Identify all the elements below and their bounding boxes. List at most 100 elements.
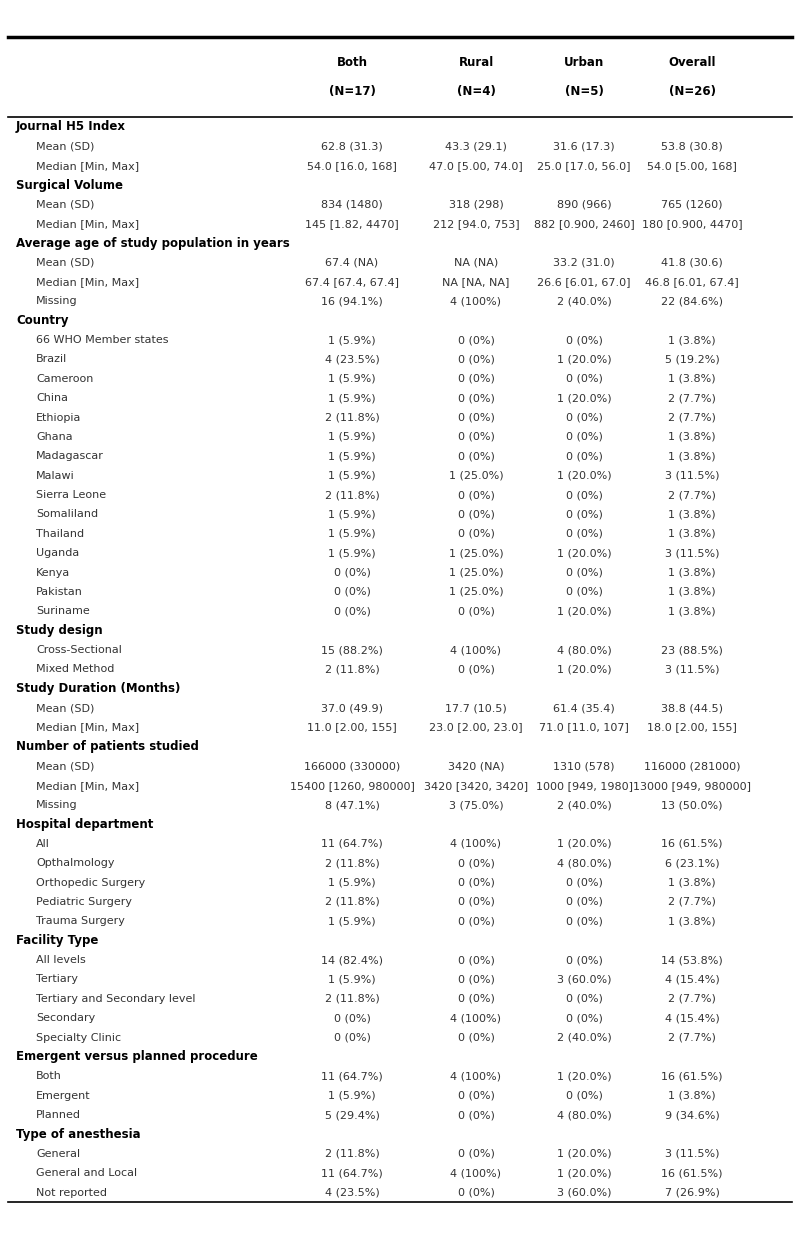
Text: 0 (0%): 0 (0%)	[566, 336, 602, 346]
Text: 1 (25.0%): 1 (25.0%)	[449, 548, 503, 558]
Text: 1 (5.9%): 1 (5.9%)	[328, 452, 376, 462]
Text: 0 (0%): 0 (0%)	[566, 374, 602, 384]
Text: 1 (3.8%): 1 (3.8%)	[668, 452, 716, 462]
Text: 0 (0%): 0 (0%)	[458, 529, 494, 539]
Text: 0 (0%): 0 (0%)	[458, 897, 494, 907]
Text: 0 (0%): 0 (0%)	[458, 412, 494, 422]
Text: 4 (23.5%): 4 (23.5%)	[325, 354, 379, 364]
Text: Hospital department: Hospital department	[16, 818, 154, 830]
Text: 53.8 (30.8): 53.8 (30.8)	[661, 142, 723, 152]
Text: 0 (0%): 0 (0%)	[458, 354, 494, 364]
Text: 116000 (281000): 116000 (281000)	[644, 761, 740, 771]
Text: 1 (5.9%): 1 (5.9%)	[328, 529, 376, 539]
Text: 0 (0%): 0 (0%)	[566, 412, 602, 422]
Text: 0 (0%): 0 (0%)	[334, 1013, 370, 1023]
Text: 1 (5.9%): 1 (5.9%)	[328, 548, 376, 558]
Text: 1 (25.0%): 1 (25.0%)	[449, 587, 503, 597]
Text: 1 (25.0%): 1 (25.0%)	[449, 470, 503, 481]
Text: 0 (0%): 0 (0%)	[566, 529, 602, 539]
Text: 16 (61.5%): 16 (61.5%)	[662, 1169, 722, 1178]
Text: 46.8 [6.01, 67.4]: 46.8 [6.01, 67.4]	[645, 276, 739, 288]
Text: 14 (53.8%): 14 (53.8%)	[661, 955, 723, 965]
Text: 834 (1480): 834 (1480)	[321, 200, 383, 210]
Text: 2 (40.0%): 2 (40.0%)	[557, 296, 611, 306]
Text: NA [NA, NA]: NA [NA, NA]	[442, 276, 510, 288]
Text: 180 [0.900, 4470]: 180 [0.900, 4470]	[642, 218, 742, 228]
Text: Type of anesthesia: Type of anesthesia	[16, 1128, 141, 1141]
Text: Specialty Clinic: Specialty Clinic	[36, 1033, 121, 1043]
Text: China: China	[36, 394, 68, 404]
Text: 2 (7.7%): 2 (7.7%)	[668, 490, 716, 500]
Text: 23 (88.5%): 23 (88.5%)	[661, 645, 723, 655]
Text: 67.4 [67.4, 67.4]: 67.4 [67.4, 67.4]	[305, 276, 399, 288]
Text: 890 (966): 890 (966)	[557, 200, 611, 210]
Text: 2 (11.8%): 2 (11.8%)	[325, 858, 379, 869]
Text: 1 (5.9%): 1 (5.9%)	[328, 917, 376, 927]
Text: 1 (5.9%): 1 (5.9%)	[328, 470, 376, 481]
Text: 0 (0%): 0 (0%)	[458, 374, 494, 384]
Text: Median [Min, Max]: Median [Min, Max]	[36, 723, 139, 733]
Text: 1310 (578): 1310 (578)	[554, 761, 614, 771]
Text: 9 (34.6%): 9 (34.6%)	[665, 1111, 719, 1120]
Text: 13 (50.0%): 13 (50.0%)	[662, 800, 722, 810]
Text: 2 (40.0%): 2 (40.0%)	[557, 800, 611, 810]
Text: Emergent versus planned procedure: Emergent versus planned procedure	[16, 1050, 258, 1064]
Text: Both: Both	[337, 56, 367, 69]
Text: 1 (5.9%): 1 (5.9%)	[328, 877, 376, 887]
Text: 2 (11.8%): 2 (11.8%)	[325, 1149, 379, 1159]
Text: 1 (20.0%): 1 (20.0%)	[557, 1169, 611, 1178]
Text: 3 (75.0%): 3 (75.0%)	[449, 800, 503, 810]
Text: 1 (3.8%): 1 (3.8%)	[668, 1091, 716, 1101]
Text: Number of patients studied: Number of patients studied	[16, 740, 199, 754]
Text: Tertiary and Secondary level: Tertiary and Secondary level	[36, 993, 195, 1003]
Text: 3 (11.5%): 3 (11.5%)	[665, 470, 719, 481]
Text: 54.0 [16.0, 168]: 54.0 [16.0, 168]	[307, 160, 397, 170]
Text: 1 (3.8%): 1 (3.8%)	[668, 432, 716, 442]
Text: Brazil: Brazil	[36, 354, 67, 364]
Text: 4 (100%): 4 (100%)	[450, 839, 502, 849]
Text: Journal H5 Index: Journal H5 Index	[16, 121, 126, 133]
Text: 3 (11.5%): 3 (11.5%)	[665, 1149, 719, 1159]
Text: Ghana: Ghana	[36, 432, 73, 442]
Text: 2 (40.0%): 2 (40.0%)	[557, 1033, 611, 1043]
Text: 41.8 (30.6): 41.8 (30.6)	[661, 258, 723, 268]
Text: 1 (5.9%): 1 (5.9%)	[328, 975, 376, 985]
Text: Missing: Missing	[36, 296, 78, 306]
Text: 13000 [949, 980000]: 13000 [949, 980000]	[633, 781, 751, 791]
Text: 4 (100%): 4 (100%)	[450, 1071, 502, 1081]
Text: 15400 [1260, 980000]: 15400 [1260, 980000]	[290, 781, 414, 791]
Text: Malawi: Malawi	[36, 470, 74, 481]
Text: 2 (7.7%): 2 (7.7%)	[668, 412, 716, 422]
Text: Surgical Volume: Surgical Volume	[16, 179, 123, 191]
Text: 4 (23.5%): 4 (23.5%)	[325, 1187, 379, 1197]
Text: Median [Min, Max]: Median [Min, Max]	[36, 781, 139, 791]
Text: 1 (5.9%): 1 (5.9%)	[328, 432, 376, 442]
Text: Mean (SD): Mean (SD)	[36, 258, 94, 268]
Text: 11 (64.7%): 11 (64.7%)	[321, 1169, 383, 1178]
Text: Thailand: Thailand	[36, 529, 84, 539]
Text: 0 (0%): 0 (0%)	[458, 1187, 494, 1197]
Text: 4 (15.4%): 4 (15.4%)	[665, 975, 719, 985]
Text: Average age of study population in years: Average age of study population in years	[16, 237, 290, 249]
Text: 1 (20.0%): 1 (20.0%)	[557, 664, 611, 675]
Text: Facility Type: Facility Type	[16, 934, 98, 948]
Text: All: All	[36, 839, 50, 849]
Text: Not reported: Not reported	[36, 1187, 107, 1197]
Text: Cross-Sectional: Cross-Sectional	[36, 645, 122, 655]
Text: 0 (0%): 0 (0%)	[566, 490, 602, 500]
Text: 1000 [949, 1980]: 1000 [949, 1980]	[535, 781, 633, 791]
Text: 3420 (NA): 3420 (NA)	[448, 761, 504, 771]
Text: 4 (15.4%): 4 (15.4%)	[665, 1013, 719, 1023]
Text: 0 (0%): 0 (0%)	[566, 1091, 602, 1101]
Text: 1 (20.0%): 1 (20.0%)	[557, 394, 611, 404]
Text: 6 (23.1%): 6 (23.1%)	[665, 858, 719, 869]
Text: 25.0 [17.0, 56.0]: 25.0 [17.0, 56.0]	[538, 160, 630, 170]
Text: 37.0 (49.9): 37.0 (49.9)	[321, 703, 383, 713]
Text: 0 (0%): 0 (0%)	[566, 917, 602, 927]
Text: 16 (61.5%): 16 (61.5%)	[662, 839, 722, 849]
Text: Study Duration (Months): Study Duration (Months)	[16, 682, 180, 695]
Text: 0 (0%): 0 (0%)	[566, 452, 602, 462]
Text: 0 (0%): 0 (0%)	[458, 1149, 494, 1159]
Text: 1 (5.9%): 1 (5.9%)	[328, 1091, 376, 1101]
Text: Suriname: Suriname	[36, 606, 90, 616]
